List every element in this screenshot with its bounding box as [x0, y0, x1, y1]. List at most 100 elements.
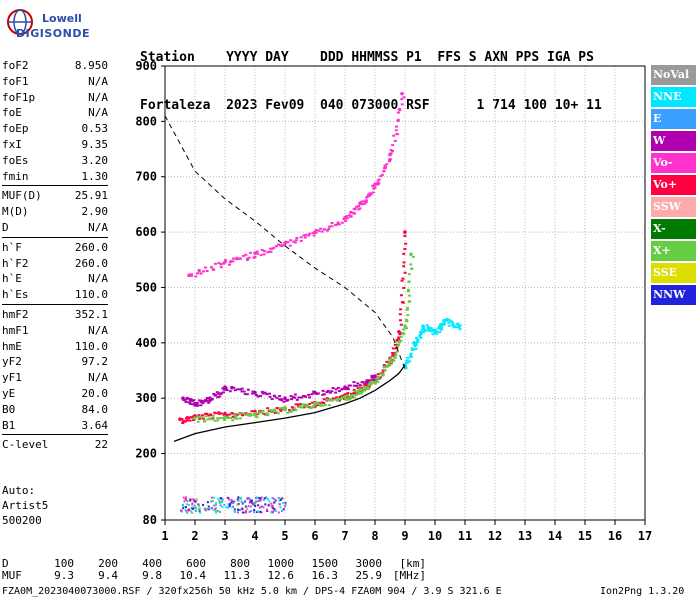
echo-vo	[338, 396, 342, 399]
es-echo	[259, 499, 262, 502]
echo-vo	[244, 253, 248, 256]
echo-w	[330, 390, 334, 393]
echo-nne	[447, 318, 451, 321]
echo-w	[210, 397, 214, 400]
parameter-panel: foF2 8.950 foF1 N/A foF1p N/A foE N/A foEp 0.53 fx…	[2, 58, 108, 453]
echo-w	[334, 391, 338, 394]
polarization-legend: NoVal NNE E W Vo- Vo+ SSW X- X+ SSE NNW	[651, 65, 696, 307]
d-muf-scale: D 100 200 400 600 800 1000 1500 3000 [km] MUF 9.3 9.…	[2, 558, 428, 582]
param-row: hmF1 N/A	[2, 323, 108, 339]
echo-x	[365, 386, 369, 389]
echo-x	[215, 419, 219, 422]
echo-vo	[228, 261, 232, 264]
echo-vo	[217, 262, 221, 265]
echo-x	[286, 411, 290, 414]
es-echo	[239, 508, 242, 511]
echo-vo	[187, 417, 191, 420]
es-echo	[194, 506, 197, 509]
es-echo	[185, 509, 188, 512]
echo-vo	[231, 257, 235, 260]
param-label: h`F2	[2, 256, 29, 270]
x-tick-label: 11	[458, 529, 472, 543]
es-echo	[255, 511, 258, 514]
echo-vo	[349, 215, 353, 218]
es-echo	[219, 510, 222, 513]
echo-vo	[262, 253, 266, 256]
muf-dashed-line	[164, 115, 406, 370]
es-echo	[189, 499, 192, 502]
d-scale-row-value: 600	[186, 557, 206, 570]
echo-w	[321, 389, 325, 392]
echo-vo	[330, 225, 334, 228]
data-point	[343, 395, 347, 399]
echo-w	[370, 374, 374, 377]
logo-line2: DIGISONDE	[16, 27, 90, 40]
es-echo	[282, 502, 285, 505]
echo-w	[285, 399, 289, 402]
data-point	[208, 396, 212, 400]
echo-w	[260, 390, 264, 393]
echo-nne	[413, 344, 417, 347]
d-scale-row-value: 400	[142, 557, 162, 570]
echo-nne	[411, 348, 415, 351]
echo-x	[235, 417, 239, 420]
echo-vo	[378, 376, 382, 379]
echo-vo	[191, 416, 195, 419]
echo-vo	[280, 245, 284, 248]
echo-nne	[455, 326, 459, 329]
echo-vo	[183, 420, 187, 423]
es-echo	[266, 509, 269, 512]
muf-scale-row-value: 25.9	[355, 569, 383, 582]
muf-scale-row-value: 9.4	[98, 569, 118, 582]
echo-vo	[391, 150, 395, 153]
echo-w	[240, 387, 244, 390]
es-echo	[191, 506, 194, 509]
es-echo	[279, 506, 282, 509]
echo-vo	[248, 251, 252, 254]
echo-nne	[456, 322, 460, 325]
echo-vo	[225, 413, 229, 416]
echo-vo	[364, 199, 368, 202]
echo-vo	[352, 391, 356, 394]
param-row: foF1p N/A	[2, 90, 108, 106]
x-tick-label: 8	[371, 529, 378, 543]
echo-x	[389, 357, 393, 360]
param-value: N/A	[88, 371, 108, 385]
echo-nne	[425, 329, 429, 332]
data-point	[223, 411, 227, 416]
echo-w	[232, 386, 236, 389]
echo-x	[394, 353, 398, 356]
data-point	[181, 396, 185, 400]
echo-w	[334, 388, 338, 391]
echo-w	[337, 390, 341, 393]
es-echo	[187, 508, 190, 511]
es-echo	[202, 504, 205, 507]
x-tick-label: 16	[608, 529, 622, 543]
es-echo	[280, 510, 283, 513]
param-label: hmE	[2, 339, 22, 353]
echo-vo	[337, 223, 341, 226]
muf-scale-row-value: [MHz]	[392, 569, 426, 582]
data-point	[403, 324, 407, 329]
es-echo	[259, 497, 262, 500]
es-echo	[258, 511, 261, 514]
echo-x	[231, 419, 235, 422]
echo-w	[270, 398, 274, 401]
echo-w	[325, 391, 329, 394]
echo-vo	[340, 395, 344, 398]
echo-x	[360, 388, 364, 391]
echo-x	[278, 407, 282, 410]
param-value: 3.64	[81, 418, 109, 432]
es-echo	[256, 496, 259, 499]
y-tick-label: 80	[143, 513, 157, 527]
y-tick-label: 900	[135, 59, 157, 73]
echo-x	[362, 389, 366, 392]
es-echo	[262, 506, 265, 509]
echo-w	[293, 393, 297, 396]
es-echo	[237, 508, 240, 511]
echo-vo	[353, 207, 357, 210]
data-point	[253, 411, 257, 416]
es-echo	[258, 506, 261, 509]
echo-vo	[400, 301, 404, 304]
param-row: yE 20.0	[2, 386, 108, 402]
